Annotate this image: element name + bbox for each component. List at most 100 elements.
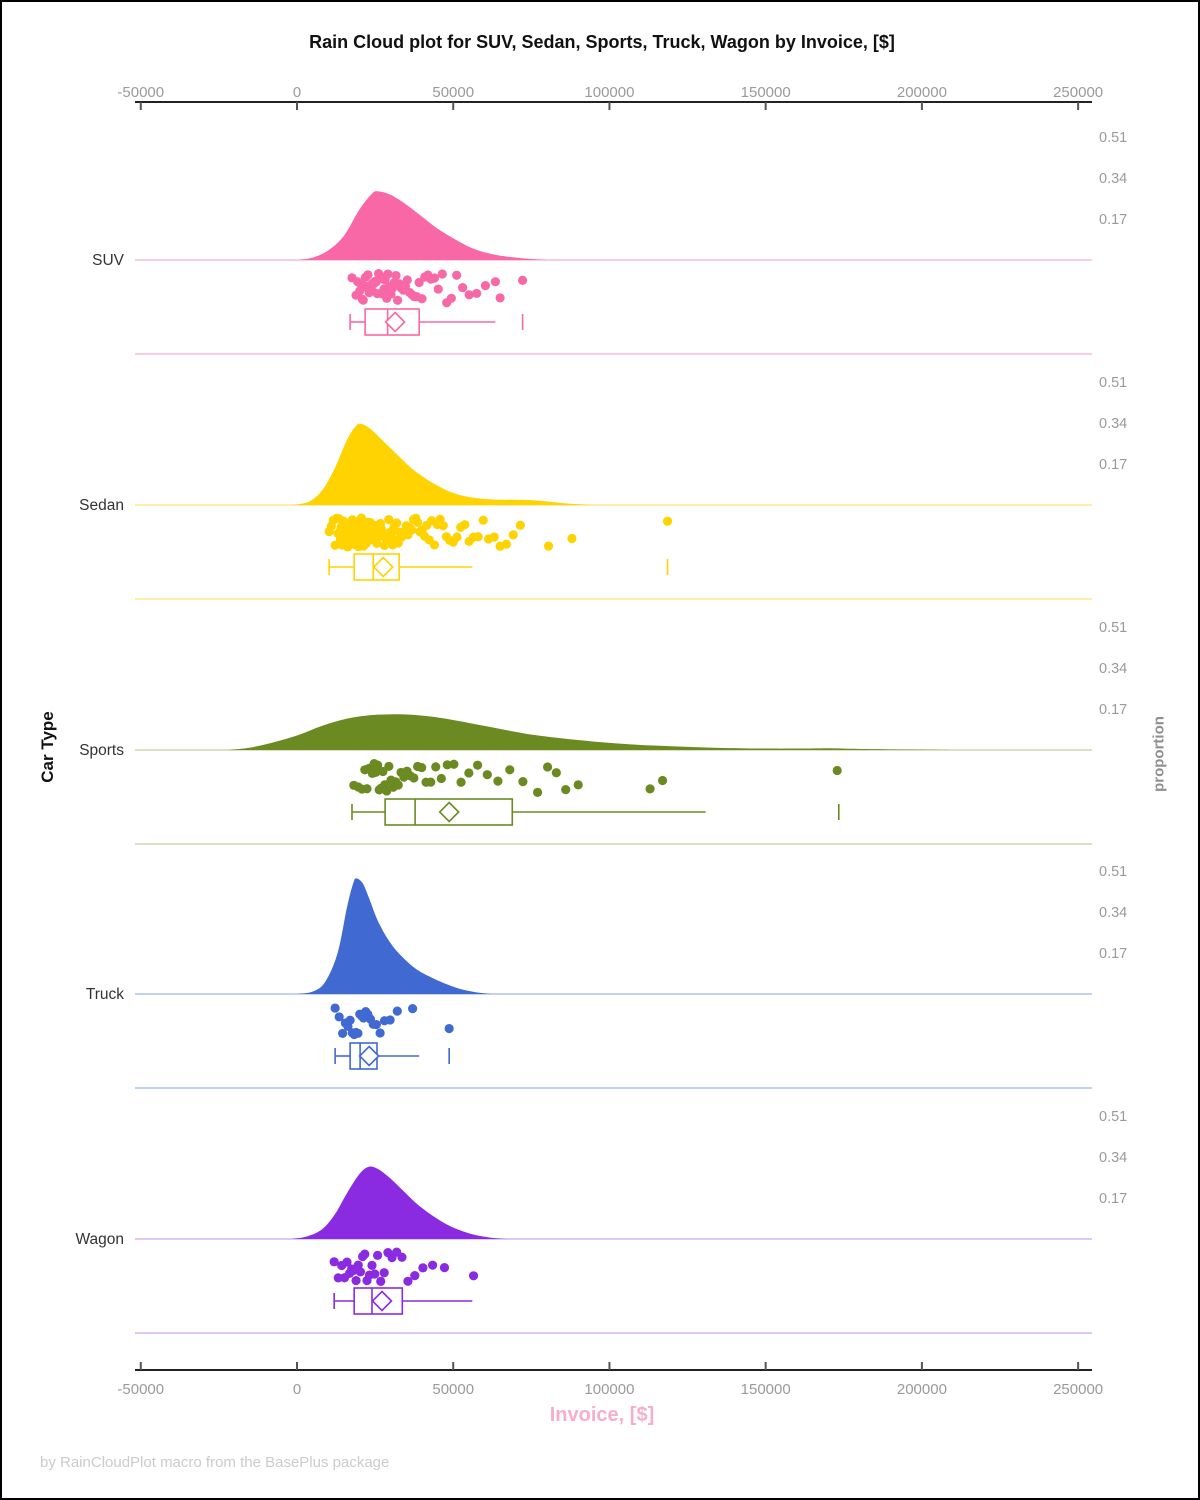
point bbox=[392, 1006, 402, 1016]
point bbox=[515, 520, 526, 530]
point bbox=[428, 1260, 438, 1270]
point bbox=[431, 762, 441, 772]
mean-diamond bbox=[371, 1290, 393, 1312]
point bbox=[543, 541, 554, 551]
proportion-tick-label: 0.17 bbox=[1099, 457, 1127, 473]
axis-tick-label: -50000 bbox=[117, 1381, 164, 1398]
axis-tick-label: 250000 bbox=[1053, 84, 1103, 101]
box-plot bbox=[333, 1287, 473, 1315]
axis-tick-label: 0 bbox=[293, 84, 301, 101]
point bbox=[351, 1275, 361, 1286]
density-cloud bbox=[290, 1166, 507, 1239]
axis-tick-label: 100000 bbox=[584, 1381, 634, 1398]
point bbox=[429, 540, 440, 550]
point bbox=[383, 269, 393, 279]
point bbox=[329, 1257, 339, 1267]
point bbox=[501, 539, 511, 549]
point bbox=[403, 1276, 413, 1286]
point bbox=[414, 277, 424, 288]
point bbox=[353, 1028, 363, 1038]
point bbox=[460, 520, 470, 530]
proportion-tick-label: 0.17 bbox=[1099, 1191, 1127, 1207]
point bbox=[446, 293, 456, 303]
proportion-tick-label: 0.34 bbox=[1099, 1150, 1127, 1166]
point bbox=[489, 532, 499, 542]
point bbox=[407, 525, 417, 535]
point bbox=[356, 513, 366, 523]
rain-points bbox=[330, 1003, 454, 1040]
band-wagon: 0.17 0.34 0.51 Wagon bbox=[75, 1109, 1127, 1334]
category-label: Wagon bbox=[75, 1231, 124, 1248]
point bbox=[439, 1263, 450, 1273]
band-sports: 0.17 0.34 0.51 Sports bbox=[79, 620, 1127, 845]
mean-diamond bbox=[372, 556, 394, 578]
point bbox=[426, 777, 436, 787]
mean-diamond bbox=[438, 801, 460, 823]
point bbox=[330, 1003, 340, 1013]
point bbox=[472, 760, 483, 770]
axis-tick-label: 0 bbox=[293, 1381, 301, 1398]
point bbox=[375, 1028, 385, 1038]
point bbox=[410, 1271, 420, 1281]
axis-tick-label: 150000 bbox=[741, 1381, 791, 1398]
axis-tick-label: 200000 bbox=[897, 1381, 947, 1398]
point bbox=[542, 762, 553, 772]
point bbox=[376, 1276, 386, 1286]
point bbox=[480, 281, 491, 291]
point bbox=[438, 521, 448, 531]
x-axis-label: Invoice, [$] bbox=[549, 1404, 655, 1426]
rain-points bbox=[324, 513, 673, 552]
mean-diamond bbox=[358, 1045, 380, 1067]
rain-points bbox=[349, 759, 842, 797]
point bbox=[330, 540, 340, 550]
box-plot bbox=[334, 1042, 450, 1070]
axis-tick-label: 150000 bbox=[741, 84, 791, 101]
point bbox=[457, 282, 468, 293]
proportion-tick-label: 0.17 bbox=[1099, 946, 1127, 962]
point bbox=[338, 1028, 348, 1039]
density-cloud bbox=[228, 714, 954, 750]
category-label: Sedan bbox=[79, 497, 124, 514]
point bbox=[397, 1252, 407, 1262]
point bbox=[832, 765, 842, 776]
point bbox=[358, 295, 368, 305]
axis-tick-label: -50000 bbox=[117, 84, 164, 101]
point bbox=[393, 780, 403, 790]
point bbox=[452, 270, 462, 280]
point bbox=[567, 533, 577, 544]
point bbox=[417, 762, 427, 773]
point bbox=[444, 1023, 454, 1034]
point bbox=[561, 785, 571, 795]
point bbox=[532, 787, 543, 797]
point bbox=[495, 293, 505, 303]
box-plot bbox=[328, 553, 669, 581]
point bbox=[345, 1015, 355, 1025]
point bbox=[468, 1271, 479, 1281]
band-truck: 0.17 0.34 0.51 Truck bbox=[86, 864, 1127, 1089]
point bbox=[464, 290, 474, 300]
point bbox=[384, 761, 394, 772]
proportion-tick-label: 0.34 bbox=[1099, 905, 1127, 921]
axis-tick-label: 50000 bbox=[432, 1381, 474, 1398]
point bbox=[429, 273, 440, 283]
point bbox=[355, 1267, 366, 1277]
point bbox=[662, 516, 673, 526]
point bbox=[373, 760, 383, 770]
band-suv: 0.17 0.34 0.51 SUV bbox=[92, 130, 1127, 355]
point bbox=[490, 277, 501, 287]
proportion-tick-label: 0.17 bbox=[1099, 702, 1127, 718]
point bbox=[393, 295, 403, 305]
point bbox=[334, 1012, 344, 1022]
point bbox=[402, 275, 412, 285]
point bbox=[452, 532, 462, 542]
point bbox=[417, 294, 427, 304]
point bbox=[436, 773, 446, 784]
x-axis-top: -50000 0 50000 100000 150000 200000 250000 bbox=[117, 84, 1103, 110]
proportion-tick-label: 0.17 bbox=[1099, 212, 1127, 228]
density-cloud bbox=[297, 878, 491, 994]
proportion-tick-label: 0.34 bbox=[1099, 416, 1127, 432]
point bbox=[551, 768, 561, 778]
axis-tick-label: 50000 bbox=[432, 84, 474, 101]
box-plot bbox=[349, 308, 524, 336]
proportion-tick-label: 0.34 bbox=[1099, 661, 1127, 677]
